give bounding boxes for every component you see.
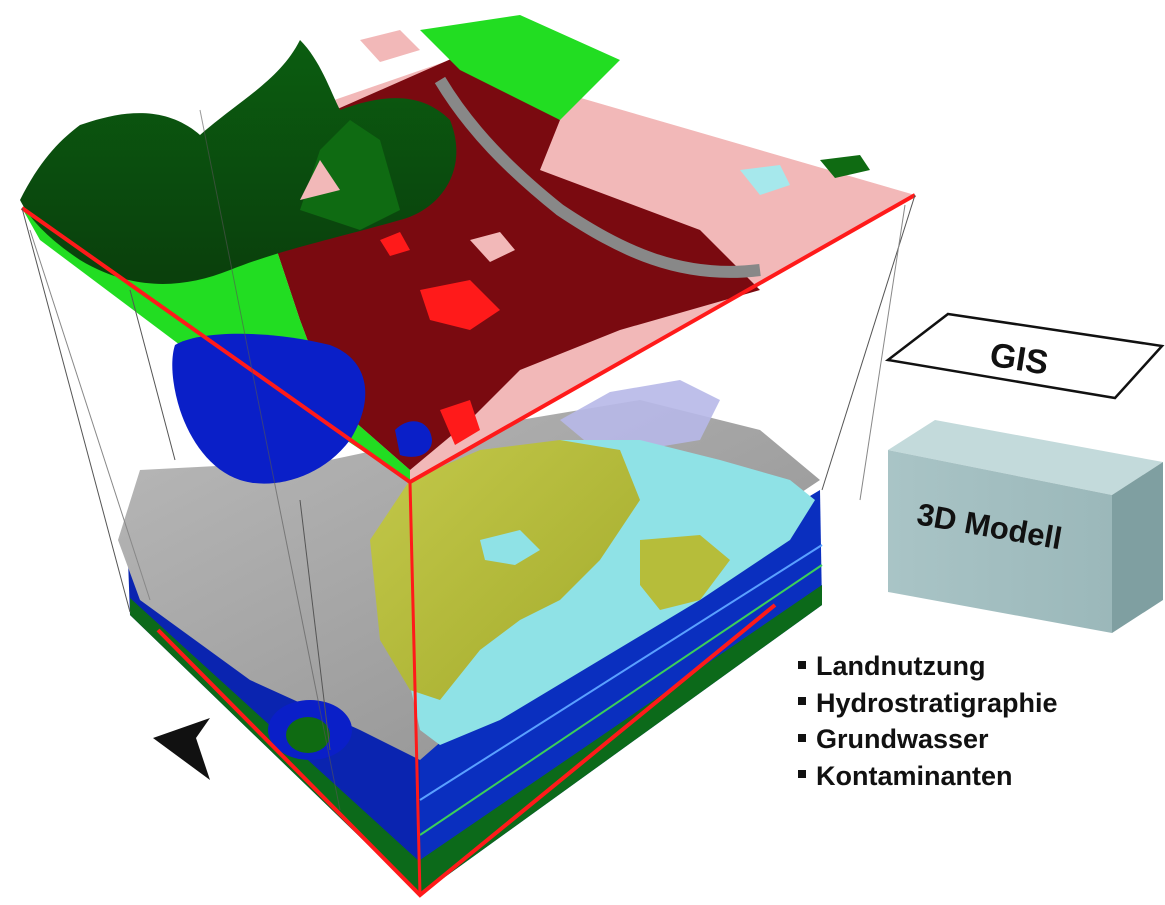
lake bbox=[172, 333, 366, 484]
bullet-item-kontaminanten: Kontaminanten bbox=[798, 758, 1058, 795]
model-box-front bbox=[888, 450, 1112, 633]
north-arrow-icon bbox=[153, 718, 210, 780]
urban-red-patch bbox=[420, 280, 500, 330]
grassland-zone-2 bbox=[420, 15, 620, 120]
urban-red-patch-3 bbox=[380, 232, 410, 256]
bullet-square-icon bbox=[798, 697, 806, 706]
bullet-square-icon bbox=[798, 733, 806, 742]
aquifer-olive-2 bbox=[640, 535, 730, 610]
patch-pink-2 bbox=[360, 30, 420, 62]
lake-right bbox=[395, 421, 432, 457]
model-box-top bbox=[888, 420, 1163, 495]
gis-label: GIS bbox=[987, 336, 1051, 383]
aquifer-olive bbox=[370, 440, 640, 700]
subsurface-geology bbox=[118, 380, 823, 895]
patch-pink bbox=[470, 232, 515, 262]
forest-peak-pink bbox=[300, 160, 340, 200]
strata-line-2 bbox=[419, 564, 823, 836]
water-pocket-inner bbox=[286, 717, 330, 753]
road bbox=[434, 76, 761, 278]
layer-bullet-list: Landnutzung Hydrostratigraphie Grundwass… bbox=[798, 648, 1058, 794]
aquifer-cyan-patch bbox=[480, 530, 540, 565]
strata-green-band bbox=[420, 585, 822, 895]
forest-peak bbox=[300, 120, 400, 230]
gis-layer-symbol: GIS bbox=[884, 312, 1165, 400]
bullet-item-landnutzung: Landnutzung bbox=[798, 648, 1058, 685]
frame-front-edge bbox=[408, 481, 422, 896]
bullet-item-grundwasser: Grundwasser bbox=[798, 721, 1058, 758]
urban-red-patch-2 bbox=[440, 400, 480, 445]
patch-forest-right bbox=[820, 155, 870, 178]
land-use-surface bbox=[20, 15, 915, 484]
gis-plane bbox=[884, 312, 1165, 400]
model-box-side bbox=[1112, 462, 1163, 633]
bullet-item-hydrostratigraphie: Hydrostratigraphie bbox=[798, 685, 1058, 722]
ridge-back bbox=[560, 380, 720, 450]
bullet-square-icon bbox=[798, 770, 806, 779]
strata-line bbox=[419, 544, 823, 801]
patch-lightblue bbox=[740, 165, 790, 195]
model-frame bbox=[20, 109, 916, 898]
bullet-square-icon bbox=[798, 660, 806, 669]
model-box-symbol: 3D Modell bbox=[888, 420, 1163, 633]
block-model bbox=[20, 15, 916, 898]
